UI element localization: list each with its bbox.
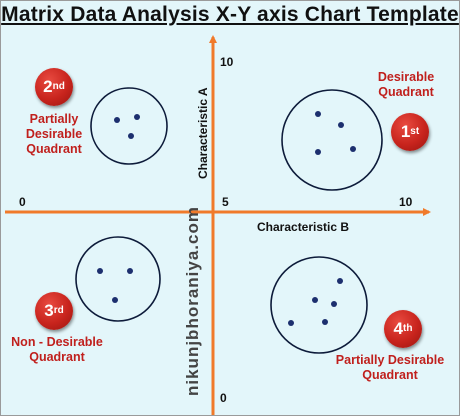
q3-label: Non - Desirable Quadrant <box>3 335 111 365</box>
q2-label: Partially Desirable Quadrant <box>7 112 101 157</box>
q4-cluster-circle <box>270 256 368 354</box>
q4-dot <box>312 297 318 303</box>
q1-dot <box>315 149 321 155</box>
q3-label-line2: Quadrant <box>29 350 85 364</box>
y-axis-max-label: 10 <box>220 55 234 69</box>
q4-dot <box>322 319 328 325</box>
q2-dot <box>134 114 140 120</box>
q3-label-line1: Non - Desirable <box>11 335 103 349</box>
y-axis-min-label: 0 <box>220 391 227 405</box>
q1-cluster-circle <box>281 89 383 191</box>
q2-cluster-circle <box>90 87 168 165</box>
q3-cluster-circle <box>75 236 161 322</box>
x-axis-title: Characteristic B <box>257 220 350 234</box>
q3-dot <box>112 297 118 303</box>
q3-dot <box>127 268 133 274</box>
q4-dot <box>288 320 294 326</box>
watermark-text: nikunjbhoraniya.com <box>183 206 202 396</box>
q4-dot <box>331 301 337 307</box>
q1-dot <box>350 146 356 152</box>
q2-label-line1: Partially <box>29 112 79 126</box>
q4-label-line2: Quadrant <box>362 368 418 382</box>
q1-label-line2: Quadrant <box>378 85 434 99</box>
q4-label-line1: Partially Desirable <box>335 353 445 367</box>
x-axis-max-label: 10 <box>399 195 413 209</box>
q4-badge-number: 4 <box>393 319 403 338</box>
q2-dot <box>114 117 120 123</box>
q2-label-line2: Desirable <box>25 127 83 141</box>
x-axis-mid-label: 5 <box>222 195 229 209</box>
q4-dot <box>337 278 343 284</box>
q2-dot <box>128 133 134 139</box>
x-axis-min-label: 0 <box>19 195 26 209</box>
q1-label: Desirable Quadrant <box>359 70 453 100</box>
q1-dot <box>338 122 344 128</box>
q2-label-line3: Quadrant <box>26 142 82 156</box>
page-title: Matrix Data Analysis X-Y axis Chart Temp… <box>1 3 459 26</box>
q4-label: Partially Desirable Quadrant <box>325 353 455 383</box>
q3-dot <box>97 268 103 274</box>
q2-badge-number: 2 <box>43 77 53 96</box>
q1-dot <box>315 111 321 117</box>
q1-label-line1: Desirable <box>377 70 435 84</box>
y-axis-title: Characteristic A <box>196 87 210 179</box>
q3-badge-number: 3 <box>44 301 54 320</box>
q1-badge-number: 1 <box>400 122 411 141</box>
